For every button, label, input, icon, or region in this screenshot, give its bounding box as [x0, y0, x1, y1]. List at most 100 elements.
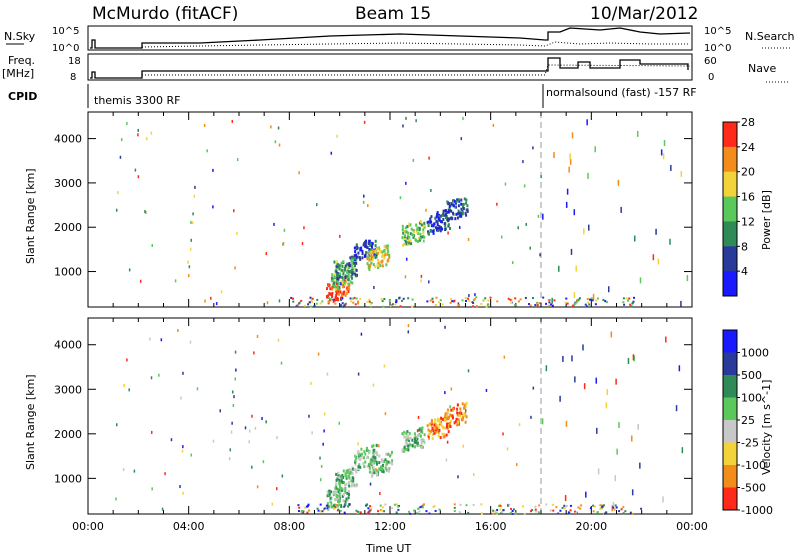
echo-cell: [428, 156, 430, 160]
echo-cell: [338, 488, 341, 492]
echo-cell: [559, 395, 561, 402]
echo-cell: [442, 209, 445, 213]
echo-cell: [461, 402, 464, 406]
echo-cell: [343, 281, 346, 285]
echo-cell: [445, 213, 448, 217]
echo-cell: [370, 248, 373, 252]
echo-cell: [390, 453, 393, 457]
echo-cell: [401, 432, 404, 436]
echo-cell: [164, 472, 166, 476]
echo-cell: [447, 430, 450, 434]
echo-cell: [427, 428, 430, 432]
echo-cell: [446, 200, 449, 204]
echo-cell: [631, 435, 633, 442]
echo-cell: [117, 191, 119, 195]
echo-cell: [418, 444, 421, 448]
echo-cell: [605, 511, 608, 514]
echo-cell: [182, 371, 184, 375]
echo-cell: [337, 496, 340, 500]
echo-cell: [442, 426, 445, 430]
echo-cell: [514, 297, 517, 300]
echo-cell: [586, 297, 589, 300]
echo-cell: [530, 415, 532, 419]
echo-cell: [681, 447, 684, 454]
echo-cell: [120, 138, 123, 142]
echo-cell: [466, 204, 469, 208]
echo-cell: [373, 285, 375, 289]
echo-cell: [309, 305, 312, 308]
echo-cell: [380, 459, 383, 463]
echo-cell: [404, 275, 407, 279]
echo-cell: [457, 212, 460, 216]
echo-cell: [358, 256, 361, 260]
echo-cell: [633, 235, 636, 242]
echo-cell: [449, 226, 452, 230]
echo-cell: [457, 204, 460, 208]
echo-cell: [365, 446, 368, 450]
echo-cell: [592, 510, 595, 513]
echo-cell: [583, 228, 585, 235]
echo-cell: [353, 246, 356, 250]
echo-cell: [578, 297, 581, 300]
echo-cell: [369, 302, 372, 305]
echo-cell: [361, 249, 364, 253]
echo-cell: [434, 426, 437, 430]
echo-cell: [628, 297, 631, 300]
echo-cell: [350, 471, 353, 475]
echo-cell: [657, 258, 660, 265]
echo-cell: [583, 383, 586, 390]
echo-cell: [421, 438, 424, 442]
echo-cell: [376, 451, 379, 455]
colorbar-swatch: [723, 246, 737, 272]
echo-cell: [402, 433, 405, 437]
echo-cell: [326, 504, 329, 507]
echo-cell: [369, 305, 372, 308]
echo-cell: [669, 238, 671, 245]
echo-cell: [394, 303, 397, 306]
echo-cell: [431, 437, 434, 441]
echo-cell: [292, 300, 295, 303]
echo-cell: [566, 188, 569, 195]
echo-cell: [326, 287, 329, 291]
echo-cell: [435, 219, 438, 223]
echo-cell: [445, 413, 448, 417]
echo-cell: [445, 458, 448, 462]
echo-cell: [374, 244, 377, 248]
xlabel: Time UT: [365, 542, 411, 554]
echo-cell: [382, 305, 385, 308]
echo-cell: [362, 456, 365, 460]
echo-cell: [612, 506, 615, 509]
echo-cell: [430, 419, 433, 423]
beam-title: Beam 15: [355, 4, 431, 24]
echo-cell: [354, 250, 357, 254]
echo-cell: [437, 426, 440, 430]
echo-cell: [499, 504, 502, 507]
echo-cell: [607, 286, 610, 293]
echo-cell: [507, 297, 510, 300]
echo-cell: [447, 223, 450, 227]
echo-cell: [388, 255, 391, 259]
echo-cell: [330, 276, 333, 280]
echo-cell: [327, 493, 330, 497]
echo-cell: [631, 512, 634, 515]
echo-cell: [329, 287, 332, 291]
echo-cell: [359, 247, 362, 251]
echo-cell: [400, 299, 403, 302]
echo-cell: [351, 272, 354, 276]
nsky-label: N.Sky: [4, 30, 36, 43]
echo-cell: [568, 512, 571, 515]
echo-cell: [553, 299, 556, 302]
echo-cell: [383, 510, 386, 513]
echo-cell: [435, 215, 438, 219]
echo-cell: [445, 433, 448, 437]
echo-cell: [348, 503, 351, 506]
echo-cell: [570, 248, 573, 255]
echo-cell: [465, 299, 468, 302]
echo-cell: [485, 305, 488, 308]
echo-cell: [342, 277, 345, 281]
echo-cell: [344, 268, 347, 272]
echo-cell: [398, 296, 401, 299]
echo-cell: [342, 272, 345, 276]
echo-cell: [335, 472, 338, 476]
echo-cell: [377, 513, 380, 516]
